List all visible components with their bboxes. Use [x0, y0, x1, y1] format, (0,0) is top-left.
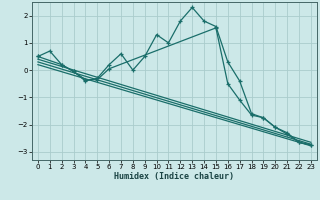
X-axis label: Humidex (Indice chaleur): Humidex (Indice chaleur)	[115, 172, 234, 181]
